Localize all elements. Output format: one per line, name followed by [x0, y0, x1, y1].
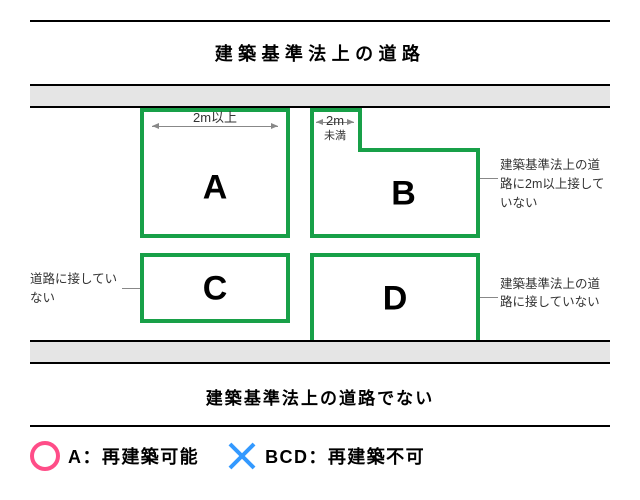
leader-b: [480, 178, 498, 179]
dim-b-sub: 未満: [324, 130, 346, 142]
plot-c: C: [140, 253, 290, 323]
plots-area: 2m以上 A 2m 未満 B C D 建築基準法上の道路に2m以上接していない …: [30, 108, 610, 340]
title-top: 建築基準法上の道路: [30, 22, 610, 84]
note-d: 建築基準法上の道路に接していない: [500, 275, 610, 313]
diagram: 2m以上 A 2m 未満 B C D 建築基準法上の道路に2m以上接していない …: [30, 84, 610, 364]
caption-bottom: 建築基準法上の道路でない: [30, 372, 610, 425]
leader-d: [480, 297, 498, 298]
legend-ok-label: A：再建築可能: [68, 443, 199, 469]
plot-label-b: B: [391, 174, 416, 213]
plot-label-d: D: [383, 279, 408, 318]
note-c: 道路に接していない: [30, 270, 118, 308]
road-band-top: [30, 84, 610, 108]
circle-icon: [30, 441, 60, 471]
leader-c: [122, 288, 140, 289]
note-b: 建築基準法上の道路に2m以上接していない: [500, 156, 610, 212]
plot-label-c: C: [203, 270, 228, 309]
dim-label-b: 2m 未満: [324, 114, 346, 143]
road-band-bottom: [30, 340, 610, 364]
plot-d: D: [310, 253, 480, 340]
dim-b-main: 2m: [326, 113, 344, 128]
legend: A：再建築可能 BCD：再建築不可: [30, 427, 610, 471]
dim-arrow-a: [152, 126, 278, 127]
legend-ng: BCD：再建築不可: [227, 441, 425, 471]
plot-label-a: A: [203, 168, 228, 207]
legend-ng-label: BCD：再建築不可: [265, 443, 425, 469]
plot-a: 2m以上 A: [140, 108, 290, 238]
dim-label-a: 2m以上: [193, 107, 237, 126]
cross-icon: [227, 441, 257, 471]
legend-ok: A：再建築可能: [30, 441, 199, 471]
